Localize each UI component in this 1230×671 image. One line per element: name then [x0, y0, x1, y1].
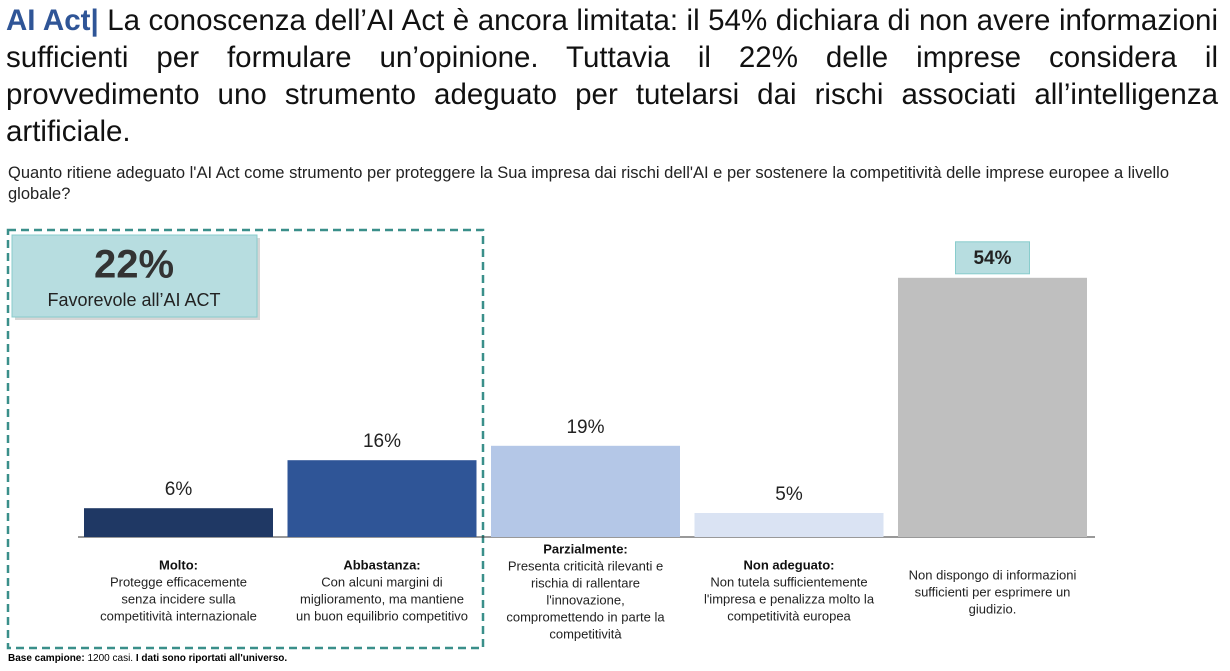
category-description: competitività internazionale [100, 608, 257, 623]
category-label: Abbastanza: [343, 557, 420, 572]
value-label: 5% [775, 484, 803, 505]
category-description: l'impresa e penalizza molto la [704, 591, 875, 606]
bar [287, 460, 477, 537]
footnote-c: I dati sono riportati all'universo. [135, 653, 288, 664]
separator: | [90, 4, 99, 37]
headline-block: AI Act| La conoscenza dell’AI Act è anco… [6, 2, 1218, 150]
value-label: 16% [363, 431, 401, 452]
category-description: compromettendo in parte la [506, 609, 665, 624]
category-label: Molto: [159, 557, 198, 572]
category-description: l'innovazione, [546, 592, 624, 607]
category-description: Presenta criticità rilevanti e [508, 558, 663, 573]
tag: AI Act [6, 4, 91, 37]
category-description: rischia di rallentare [531, 575, 640, 590]
category-description: miglioramento, ma mantiene [300, 591, 464, 606]
value-label: 19% [566, 417, 604, 438]
bar [898, 277, 1087, 537]
category-description: competitività europea [727, 608, 851, 623]
callout-value: 22% [94, 243, 174, 287]
category-label: Parzialmente: [543, 541, 628, 556]
bar [491, 445, 680, 537]
bar [694, 513, 884, 537]
category-description: Protegge efficacemente [110, 574, 247, 589]
category-description: Non dispongo di informazioni [909, 567, 1077, 582]
value-label: 6% [165, 479, 193, 500]
footnote: Base campione: 1200 casi. I dati sono ri… [8, 653, 287, 664]
callout-label: Favorevole all’AI ACT [47, 290, 220, 310]
category-description: Non tutela sufficientemente [710, 574, 867, 589]
category-description: un buon equilibrio competitivo [296, 608, 468, 623]
category-description: giudizio. [969, 601, 1017, 616]
headline: La conoscenza dell’AI Act è ancora limit… [6, 4, 1219, 148]
footnote-a: Base campione: [8, 653, 85, 664]
footnote-b: 1200 casi. [87, 653, 134, 664]
question: Quanto ritiene adeguato l'AI Act come st… [8, 164, 1170, 203]
category-description: senza incidere sulla [121, 591, 236, 606]
highlight-box [6, 228, 485, 650]
category-description: Con alcuni margini di [321, 574, 443, 589]
value-label-box [955, 241, 1030, 275]
category-description: competitività [549, 626, 622, 641]
bar [84, 508, 273, 537]
category-description: sufficienti per esprimere un [915, 584, 1071, 599]
callout-box [11, 234, 258, 318]
category-label: Non adeguato: [744, 557, 835, 572]
value-label: 54% [973, 248, 1011, 269]
